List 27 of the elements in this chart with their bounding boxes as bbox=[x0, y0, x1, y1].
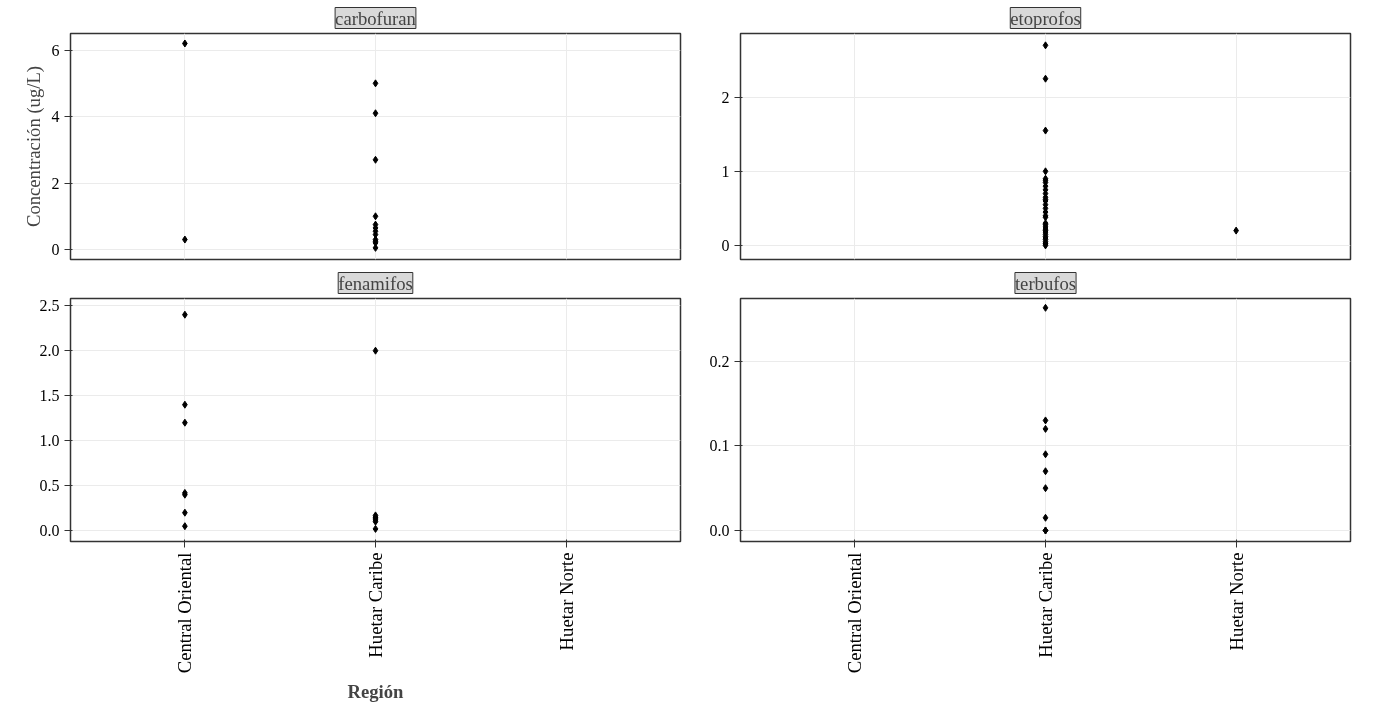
y-tick-label: 6 bbox=[51, 41, 60, 59]
y-tick-label: 0.0 bbox=[709, 521, 730, 539]
chart-title: fenamifos bbox=[338, 272, 413, 294]
y-tick-label: 1.5 bbox=[39, 387, 60, 405]
y-tick-label: 0.2 bbox=[709, 352, 730, 370]
y-tick-label: 4 bbox=[51, 108, 60, 126]
y-tick-label: 0 bbox=[51, 241, 60, 259]
x-tick-label: Huetar Caribe bbox=[1035, 552, 1056, 658]
y-tick-label: 0.1 bbox=[709, 437, 730, 455]
chart-title: etoprofos bbox=[1010, 7, 1081, 29]
y-axis-title: Concentración (ug/L) bbox=[22, 65, 45, 228]
x-tick-label: Huetar Caribe bbox=[365, 552, 386, 658]
x-tick-label: Huetar Norte bbox=[1225, 552, 1247, 651]
y-tick-label: 2 bbox=[51, 174, 60, 192]
x-tick-label: Huetar Norte bbox=[555, 552, 577, 651]
y-tick-label: 2.5 bbox=[39, 297, 60, 315]
x-tick-label: Central Oriental bbox=[174, 552, 196, 674]
y-tick-label: 2.0 bbox=[39, 342, 60, 360]
y-tick-label: 2 bbox=[721, 88, 730, 106]
y-tick-label: 0.5 bbox=[39, 477, 60, 495]
y-tick-label: 0.0 bbox=[39, 522, 60, 540]
x-tick-label: Central Oriental bbox=[844, 552, 866, 674]
chart-title: terbufos bbox=[1014, 272, 1077, 294]
x-axis-title: Región bbox=[347, 681, 405, 703]
y-tick-label: 1 bbox=[721, 162, 730, 180]
y-tick-label: 1.0 bbox=[39, 432, 60, 450]
y-tick-label: 0 bbox=[721, 236, 730, 254]
